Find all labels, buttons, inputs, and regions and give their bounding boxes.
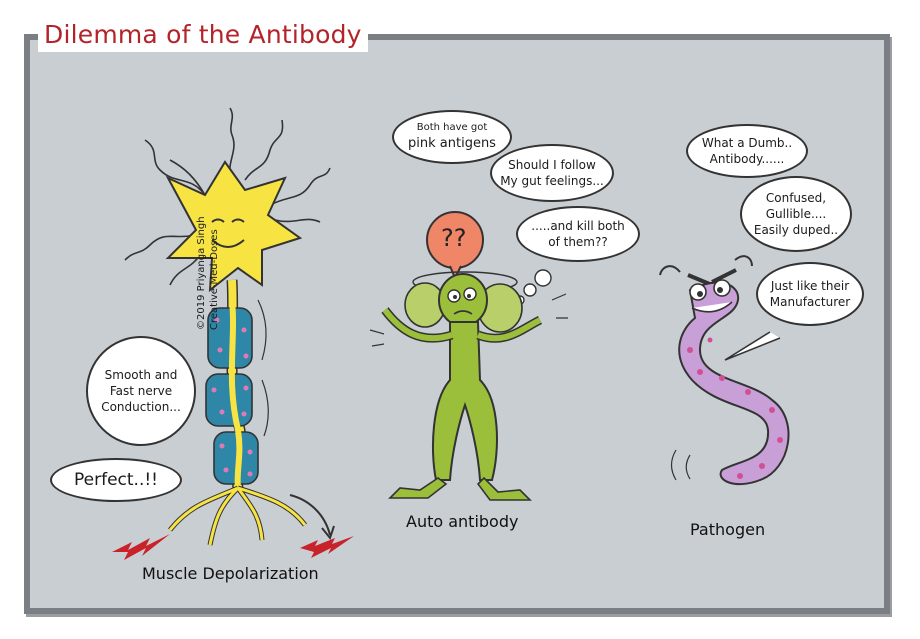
bubble-conduction: Smooth and Fast nerve Conduction...: [86, 336, 196, 446]
page-title: Dilemma of the Antibody: [38, 18, 368, 52]
pathogen-illustration: [659, 255, 790, 486]
antibody-illustration: [369, 211, 568, 501]
bubble-manufacturer: Just like their Manufacturer: [756, 262, 864, 326]
bubble-kill-both-text: .....and kill both of them??: [531, 218, 625, 249]
bubble-confused: Confused, Gullible.... Easily duped..: [740, 176, 852, 252]
bubble-dumb-antibody: What a Dumb.. Antibody......: [686, 124, 808, 178]
bubble-confused-text: Confused, Gullible.... Easily duped..: [753, 190, 839, 238]
bubble-perfect-text: Perfect..!!: [74, 469, 158, 490]
bubble-kill-both: .....and kill both of them??: [516, 206, 640, 262]
spark-left-icon: [112, 534, 170, 560]
bubble-gut-feelings: Should I follow My gut feelings...: [490, 144, 614, 202]
bubble-perfect: Perfect..!!: [50, 458, 182, 502]
bubble-gut-feelings-text: Should I follow My gut feelings...: [500, 157, 604, 188]
neuron-illustration: [112, 107, 354, 560]
caption-muscle-depolarization: Muscle Depolarization: [142, 564, 319, 583]
bubble-pink-antigens: Both have got pink antigens: [392, 110, 512, 164]
artist-credit: ©2019 Priyanga Singh Creative-Med-Doses: [196, 216, 220, 330]
spark-right-icon: [300, 536, 354, 558]
neuron-body: [165, 160, 303, 293]
bubble-manufacturer-text: Just like their Manufacturer: [769, 278, 851, 309]
bubble-pink-antigens-line2: pink antigens: [408, 135, 496, 151]
caption-pathogen: Pathogen: [690, 520, 766, 539]
bubble-dumb-antibody-text: What a Dumb.. Antibody......: [701, 135, 793, 166]
question-marks: ??: [441, 224, 467, 252]
bubble-conduction-text: Smooth and Fast nerve Conduction...: [101, 367, 181, 415]
caption-auto-antibody: Auto antibody: [406, 512, 519, 531]
bubble-pink-antigens-line1: Both have got: [416, 122, 488, 134]
myelin-sheath: [205, 307, 259, 485]
